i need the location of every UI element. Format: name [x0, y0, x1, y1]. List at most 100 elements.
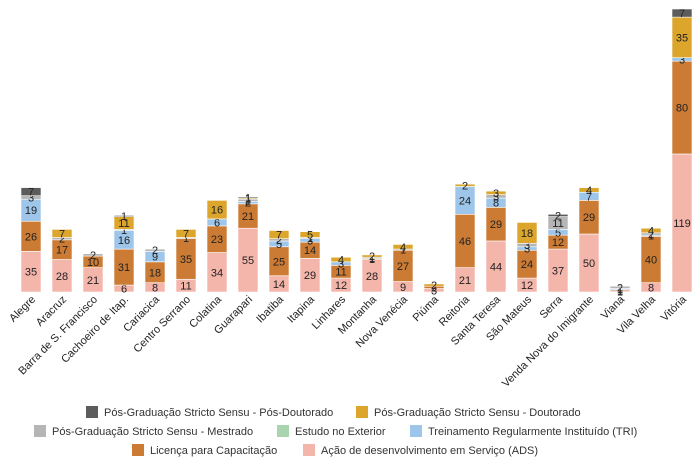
data-label-viana-acao-de-desenvolvimento-em-servico-ads: 1 [617, 286, 623, 298]
data-label-alegre-licenca-para-capacitacao: 26 [25, 231, 37, 243]
data-label-cariacica-acao-de-desenvolvimento-em-servico-ads: 8 [152, 282, 158, 294]
category-label-viana: Viana [599, 293, 628, 322]
data-label-colatina-acao-de-desenvolvimento-em-servico-ads: 34 [211, 267, 223, 279]
data-label-cachoeiro-de-itap-treinamento-regularmente-instituido-tri: 16 [118, 235, 130, 247]
data-label-santa-teresa-acao-de-desenvolvimento-em-servico-ads: 44 [490, 261, 502, 273]
data-label-sao-mateus-licenca-para-capacitacao: 24 [521, 259, 533, 271]
bar-segment-barra-de-s-francisco-pos-graduacao-stricto-sensu-mestrado [82, 253, 104, 257]
data-label-cariacica-pos-graduacao-stricto-sensu-mestrado: 2 [152, 245, 158, 257]
bar-segment-reitoria-pos-graduacao-stricto-sensu-doutorado [454, 183, 476, 187]
legend-swatch-pos-graduacao-stricto-sensu-doutorado [356, 406, 368, 418]
data-label-piuma-acao-de-desenvolvimento-em-servico-ads: 3 [431, 285, 437, 297]
data-label-nova-venecia-licenca-para-capacitacao: 27 [397, 261, 409, 273]
data-label-sao-mateus-treinamento-regularmente-instituido-tri: 3 [524, 244, 530, 256]
data-label-vitoria-treinamento-regularmente-instituido-tri: 3 [679, 54, 685, 66]
bar-segment-colatina-pos-graduacao-stricto-sensu-doutorado [206, 200, 228, 220]
legend-label-estudo-no-exterior: Estudo no Exterior [295, 426, 386, 438]
data-label-guarapari-acao-de-desenvolvimento-em-servico-ads: 55 [242, 255, 254, 267]
data-label-reitoria-acao-de-desenvolvimento-em-servico-ads: 21 [459, 275, 471, 287]
data-label-centro-serrano-pos-graduacao-stricto-sensu-mestrado: 1 [183, 233, 189, 245]
legend-label-pos-graduacao-stricto-sensu-mestrado: Pós-Graduação Stricto Sensu - Mestrado [52, 426, 253, 438]
data-label-santa-teresa-pos-graduacao-stricto-sensu-doutorado: 3 [493, 188, 499, 200]
data-label-ibatiba-licenca-para-capacitacao: 25 [273, 256, 285, 268]
bar-segment-piuma-pos-graduacao-stricto-sensu-doutorado [423, 283, 445, 287]
data-label-aracruz-pos-graduacao-stricto-sensu-doutorado: 7 [59, 228, 65, 240]
legend-label-pos-graduacao-stricto-sensu-doutorado: Pós-Graduação Stricto Sensu - Doutorado [374, 407, 581, 419]
bar-segment-cachoeiro-de-itap-pos-graduacao-stricto-sensu-pos-doutorado [113, 215, 135, 217]
data-label-itapina-pos-graduacao-stricto-sensu-doutorado: 5 [307, 230, 313, 242]
data-label-serra-pos-graduacao-stricto-sensu-mestrado: 11 [552, 218, 563, 230]
bar-segment-venda-nova-do-imigrante-pos-graduacao-stricto-sensu-doutorado [578, 187, 600, 193]
data-label-viana-treinamento-regularmente-instituido-tri: 1 [617, 284, 623, 296]
data-label-venda-nova-do-imigrante-acao-de-desenvolvimento-em-servico-ads: 50 [583, 258, 595, 270]
data-label-nova-venecia-pos-graduacao-stricto-sensu-mestrado: 1 [400, 245, 406, 257]
category-label-centro-serrano: Centro Serrano [131, 294, 193, 356]
bar-segment-vila-velha-pos-graduacao-stricto-sensu-doutorado [640, 227, 662, 234]
bar-segment-centro-serrano-pos-graduacao-stricto-sensu-doutorado [175, 229, 197, 238]
category-label-serra: Serra [538, 293, 566, 321]
data-label-vitoria-pos-graduacao-stricto-sensu-doutorado: 35 [676, 32, 688, 44]
category-label-vitoria: Vitória [659, 293, 690, 324]
data-label-alegre-pos-graduacao-stricto-sensu-mestrado: 3 [28, 192, 34, 204]
data-label-vila-velha-licenca-para-capacitacao: 40 [645, 255, 657, 267]
data-label-reitoria-licenca-para-capacitacao: 46 [459, 236, 471, 248]
legend-label-pos-graduacao-stricto-sensu-pos-doutorado: Pós-Graduação Stricto Sensu - Pós-Doutor… [104, 407, 333, 419]
data-label-sao-mateus-pos-graduacao-stricto-sensu-mestrado: 3 [524, 240, 530, 252]
data-label-cachoeiro-de-itap-pos-graduacao-stricto-sensu-pos-doutorado: 1 [121, 211, 127, 223]
bar-segment-serra-pos-graduacao-stricto-sensu-pos-doutorado [547, 213, 569, 217]
legend-item-pos-graduacao-stricto-sensu-pos-doutorado: Pós-Graduação Stricto Sensu - Pós-Doutor… [86, 406, 333, 419]
data-label-vila-velha-acao-de-desenvolvimento-em-servico-ads: 8 [648, 282, 654, 294]
data-label-montanha-acao-de-desenvolvimento-em-servico-ads: 28 [366, 271, 378, 283]
legend-item-licenca-para-capacitacao: Licença para Capacitação [132, 444, 277, 457]
data-label-aracruz-licenca-para-capacitacao: 17 [56, 245, 68, 257]
data-label-colatina-treinamento-regularmente-instituido-tri: 6 [214, 217, 220, 229]
data-label-serra-acao-de-desenvolvimento-em-servico-ads: 37 [552, 266, 564, 278]
data-label-itapina-treinamento-regularmente-instituido-tri: 3 [307, 235, 313, 247]
data-label-guarapari-pos-graduacao-stricto-sensu-pos-doutorado: 1 [245, 192, 251, 204]
data-label-linhares-treinamento-regularmente-instituido-tri: 3 [338, 259, 344, 271]
data-label-sao-mateus-acao-de-desenvolvimento-em-servico-ads: 12 [521, 280, 533, 292]
legend-item-acao-de-desenvolvimento-em-servico-ads: Ação de desenvolvimento em Serviço (ADS) [303, 444, 538, 457]
data-label-venda-nova-do-imigrante-pos-graduacao-stricto-sensu-doutorado: 4 [586, 185, 592, 197]
legend-swatch-pos-graduacao-stricto-sensu-pos-doutorado [86, 406, 98, 418]
data-label-colatina-pos-graduacao-stricto-sensu-doutorado: 16 [211, 205, 223, 217]
data-label-serra-licenca-para-capacitacao: 12 [552, 237, 564, 249]
data-label-vitoria-licenca-para-capacitacao: 80 [676, 103, 688, 115]
legend-swatch-licenca-para-capacitacao [132, 444, 144, 456]
data-label-vila-velha-pos-graduacao-stricto-sensu-doutorado: 4 [648, 226, 654, 238]
data-label-centro-serrano-acao-de-desenvolvimento-em-servico-ads: 11 [180, 281, 191, 293]
data-label-ibatiba-treinamento-regularmente-instituido-tri: 5 [276, 239, 282, 251]
bar-segment-linhares-pos-graduacao-stricto-sensu-doutorado [330, 256, 352, 263]
data-label-ibatiba-acao-de-desenvolvimento-em-servico-ads: 14 [273, 279, 285, 291]
bar-segment-viana-pos-graduacao-stricto-sensu-mestrado [609, 285, 631, 289]
legend: Pós-Graduação Stricto Sensu - Pós-Doutor… [34, 406, 637, 457]
data-label-colatina-licenca-para-capacitacao: 23 [211, 234, 223, 246]
bar-segment-cariacica-pos-graduacao-stricto-sensu-mestrado [144, 248, 166, 252]
data-label-viana-pos-graduacao-stricto-sensu-mestrado: 2 [617, 282, 623, 294]
data-label-cariacica-licenca-para-capacitacao: 18 [149, 267, 161, 279]
data-label-santa-teresa-treinamento-regularmente-instituido-tri: 8 [493, 198, 499, 210]
legend-item-pos-graduacao-stricto-sensu-doutorado: Pós-Graduação Stricto Sensu - Doutorado [356, 406, 581, 419]
data-label-barra-de-s-francisco-pos-graduacao-stricto-sensu-mestrado: 2 [90, 250, 96, 262]
data-label-vitoria-acao-de-desenvolvimento-em-servico-ads: 119 [673, 218, 691, 230]
legend-item-pos-graduacao-stricto-sensu-mestrado: Pós-Graduação Stricto Sensu - Mestrado [34, 425, 253, 438]
data-label-aracruz-acao-de-desenvolvimento-em-servico-ads: 28 [56, 271, 68, 283]
bar-segment-santa-teresa-pos-graduacao-stricto-sensu-doutorado [485, 190, 507, 195]
data-label-guarapari-pos-graduacao-stricto-sensu-doutorado: 1 [245, 194, 251, 206]
data-label-itapina-licenca-para-capacitacao: 14 [304, 245, 316, 257]
legend-item-estudo-no-exterior: Estudo no Exterior [277, 425, 386, 438]
data-label-vitoria-pos-graduacao-stricto-sensu-pos-doutorado: 7 [679, 8, 685, 20]
bar-segment-montanha-pos-graduacao-stricto-sensu-doutorado [361, 254, 383, 258]
data-label-linhares-acao-de-desenvolvimento-em-servico-ads: 12 [335, 280, 347, 292]
data-label-alegre-pos-graduacao-stricto-sensu-pos-doutorado: 7 [28, 187, 34, 199]
data-label-vila-velha-pos-graduacao-stricto-sensu-mestrado: 2 [648, 229, 654, 241]
data-label-vila-velha-treinamento-regularmente-instituido-tri: 1 [648, 231, 654, 243]
bar-segment-aracruz-pos-graduacao-stricto-sensu-doutorado [51, 229, 73, 238]
data-label-cachoeiro-de-itap-pos-graduacao-stricto-sensu-doutorado: 11 [118, 218, 129, 230]
data-label-alegre-acao-de-desenvolvimento-em-servico-ads: 35 [25, 267, 37, 279]
bar-segment-sao-mateus-pos-graduacao-stricto-sensu-doutorado [516, 222, 538, 244]
data-label-montanha-pos-graduacao-stricto-sensu-mestrado: 1 [369, 253, 375, 265]
data-label-venda-nova-do-imigrante-treinamento-regularmente-instituido-tri: 7 [586, 191, 592, 203]
data-label-serra-treinamento-regularmente-instituido-tri: 5 [555, 227, 561, 239]
